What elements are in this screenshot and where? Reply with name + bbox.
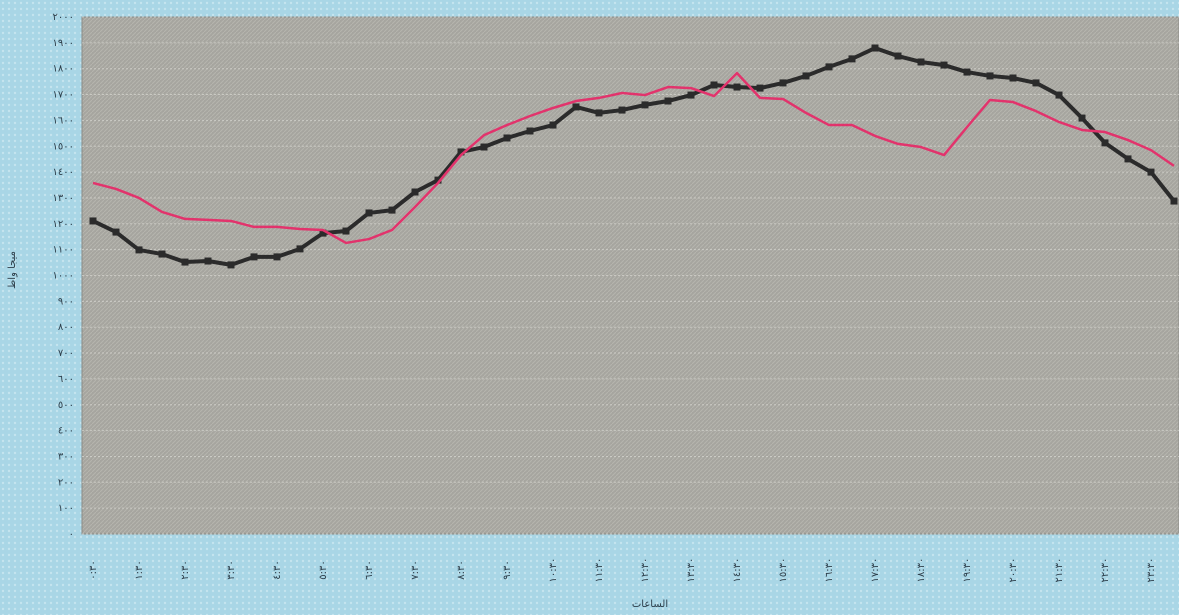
point-marker: [89, 217, 97, 225]
point-marker: [1032, 79, 1040, 87]
point-marker: [848, 55, 856, 63]
y-tick-label: ٧٠٠: [58, 348, 74, 359]
point-marker: [940, 61, 948, 69]
x-tick-label: ٥:٣٠: [318, 560, 329, 579]
point-marker: [388, 206, 396, 214]
point-marker: [135, 246, 143, 254]
point-marker: [204, 257, 212, 265]
x-tick-label: ١٨:٣٠: [916, 558, 927, 583]
point-marker: [687, 91, 695, 99]
y-tick-label: ١٢٠٠: [53, 219, 74, 230]
point-marker: [1009, 74, 1017, 82]
y-tick-label: ٩٠٠: [58, 296, 74, 307]
point-marker: [342, 227, 350, 235]
x-tick-label: ١٩:٣٠: [962, 558, 973, 583]
point-marker: [1170, 197, 1178, 205]
y-tick-label: ١٥٠٠: [53, 141, 74, 152]
point-marker: [779, 79, 787, 87]
point-marker: [319, 229, 327, 237]
series-line: [92, 71, 1175, 245]
point-marker: [181, 258, 189, 266]
x-tick-label: ٢:٣٠: [180, 560, 191, 579]
point-marker: [710, 81, 718, 89]
y-tick-label: ١٦٠٠: [53, 115, 74, 126]
point-marker: [572, 103, 580, 111]
point-marker: [250, 253, 258, 261]
point-marker: [549, 121, 557, 129]
point-marker: [894, 52, 902, 60]
x-tick-label: ١١:٣٠: [594, 558, 605, 583]
point-marker: [457, 148, 465, 156]
x-tick-label: ٨:٣٠: [456, 560, 467, 579]
y-tick-label: ١٨٠٠: [53, 64, 74, 75]
x-tick-label: ١٢:٣٠: [640, 558, 651, 583]
y-tick-label: ٣٠٠: [58, 451, 74, 462]
x-tick-label: ٢١:٣٠: [1054, 558, 1065, 583]
point-marker: [365, 209, 373, 217]
x-tick-label: ٠:٣٠: [88, 560, 99, 579]
x-tick-label: ٢٢:٣٠: [1100, 558, 1111, 583]
x-tick-label: ١:٣٠: [134, 560, 145, 579]
y-tick-label: ٤٠٠: [58, 426, 74, 437]
y-tick-label: ١٩٠٠: [53, 38, 74, 49]
y-tick-label: ٢٠٠: [58, 477, 74, 488]
y-tick-label: ٨٠٠: [58, 322, 74, 333]
series-line: [92, 46, 1176, 267]
y-tick-label: ١٣٠٠: [53, 193, 74, 204]
y-tick-label: ١٠٠: [58, 503, 74, 514]
point-marker: [158, 250, 166, 258]
x-tick-label: ١٧:٣٠: [870, 558, 881, 583]
point-marker: [963, 68, 971, 76]
y-tick-label: ٢٠٠٠: [53, 12, 74, 23]
x-tick-label: ٦:٣٠: [364, 560, 375, 579]
x-tick-label: ٣:٣٠: [226, 560, 237, 579]
y-tick-label: ٠: [69, 529, 74, 540]
point-marker: [273, 253, 281, 261]
x-tick-label: ٩:٣٠: [502, 560, 513, 579]
x-tick-label: ١٠:٣٠: [548, 558, 559, 583]
point-marker: [434, 176, 442, 184]
y-tick-label: ١٧٠٠: [53, 90, 74, 101]
point-marker: [986, 72, 994, 80]
y-axis-label: ميجا واط: [7, 251, 18, 289]
point-marker: [112, 228, 120, 236]
x-tick-label: ٢٠:٣٠: [1008, 558, 1019, 583]
x-tick-label: ١٦:٣٠: [824, 558, 835, 583]
x-tick-label: ٧:٣٠: [410, 560, 421, 579]
x-tick-label: ١٣:٣٠: [686, 558, 697, 583]
point-marker: [1078, 114, 1086, 122]
x-tick-label: ٢٣:٣٠: [1146, 558, 1157, 583]
point-marker: [503, 134, 511, 142]
y-tick-label: ١١٠٠: [53, 245, 74, 256]
y-tick-label: ١٤٠٠: [53, 167, 74, 178]
point-marker: [664, 97, 672, 105]
point-marker: [296, 245, 304, 253]
point-marker: [618, 106, 626, 114]
point-marker: [595, 109, 603, 117]
point-marker: [756, 84, 764, 92]
y-tick-label: ٥٠٠: [58, 400, 74, 411]
point-marker: [1124, 155, 1132, 163]
point-marker: [1055, 91, 1063, 99]
point-marker: [526, 127, 534, 135]
point-marker: [825, 63, 833, 71]
x-axis-label: الساعات: [632, 599, 668, 610]
y-tick-label: ١٠٠٠: [53, 271, 74, 282]
point-marker: [1147, 168, 1155, 176]
point-marker: [1101, 139, 1109, 147]
point-marker: [871, 44, 879, 52]
point-marker: [641, 101, 649, 109]
y-tick-label: ٦٠٠: [58, 374, 74, 385]
point-marker: [917, 58, 925, 66]
point-marker: [480, 143, 488, 151]
point-marker: [733, 83, 741, 91]
x-tick-label: ١٤:٣٠: [732, 558, 743, 583]
x-tick-label: ٤:٣٠: [272, 560, 283, 579]
x-tick-label: ١٥:٣٠: [778, 558, 789, 583]
point-marker: [802, 72, 810, 80]
point-marker: [411, 188, 419, 196]
point-marker: [227, 261, 235, 269]
